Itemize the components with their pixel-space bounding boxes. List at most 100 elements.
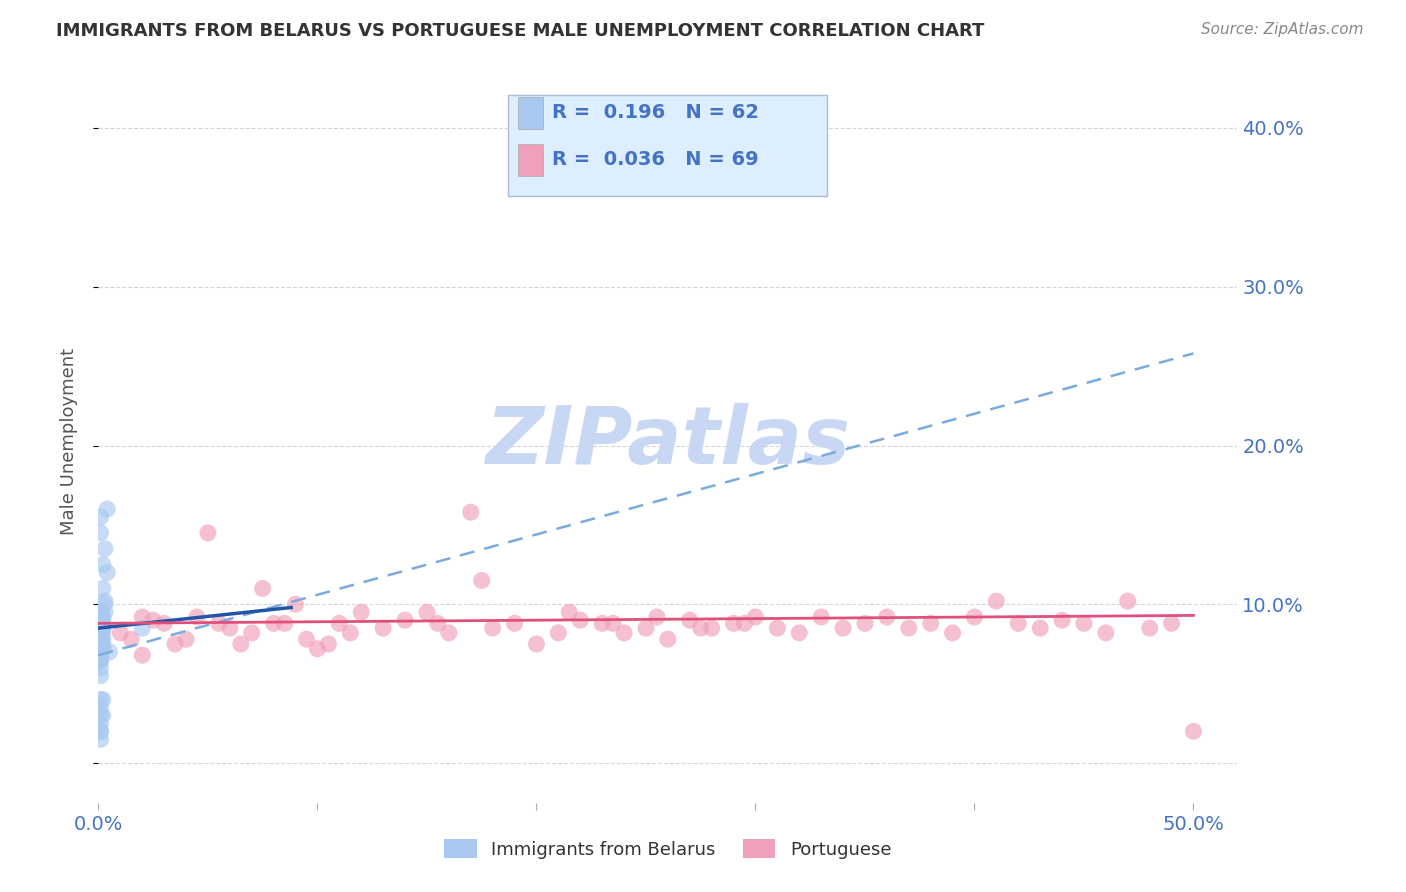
Point bbox=[371, 621, 394, 635]
Point bbox=[90, 626, 112, 640]
Point bbox=[1095, 626, 1118, 640]
Point bbox=[284, 597, 307, 611]
Point bbox=[90, 724, 112, 739]
Point bbox=[273, 616, 295, 631]
Point bbox=[569, 613, 592, 627]
Point bbox=[186, 610, 208, 624]
Point bbox=[98, 645, 121, 659]
Point bbox=[90, 613, 112, 627]
Point bbox=[90, 645, 112, 659]
Text: ZIPatlas: ZIPatlas bbox=[485, 402, 851, 481]
Point bbox=[90, 605, 112, 619]
Point bbox=[1073, 616, 1095, 631]
Text: R =  0.036   N = 69: R = 0.036 N = 69 bbox=[551, 150, 758, 169]
Point bbox=[197, 525, 219, 540]
Point bbox=[90, 653, 112, 667]
Point bbox=[679, 613, 702, 627]
Point bbox=[1029, 621, 1052, 635]
Point bbox=[110, 626, 132, 640]
Point bbox=[90, 629, 112, 643]
Point bbox=[1007, 616, 1029, 631]
Point bbox=[131, 648, 153, 662]
Point bbox=[91, 621, 114, 635]
Point bbox=[1160, 616, 1182, 631]
Point bbox=[229, 637, 252, 651]
Point bbox=[328, 616, 350, 631]
Point bbox=[90, 510, 112, 524]
Point bbox=[350, 605, 373, 619]
Point bbox=[94, 605, 117, 619]
Point bbox=[810, 610, 832, 624]
Point bbox=[90, 732, 112, 747]
Point bbox=[426, 616, 449, 631]
Bar bbox=[517, 96, 543, 129]
Point bbox=[547, 626, 569, 640]
Point bbox=[90, 632, 112, 647]
Point bbox=[526, 637, 548, 651]
Point bbox=[90, 641, 112, 656]
Point bbox=[96, 502, 118, 516]
Point bbox=[766, 621, 789, 635]
Point bbox=[174, 632, 197, 647]
Point bbox=[90, 637, 112, 651]
Point bbox=[94, 597, 117, 611]
FancyBboxPatch shape bbox=[509, 95, 827, 196]
Point bbox=[91, 582, 114, 596]
Point bbox=[1139, 621, 1161, 635]
Point bbox=[263, 616, 285, 631]
Point bbox=[91, 632, 114, 647]
Point bbox=[90, 716, 112, 731]
Point bbox=[613, 626, 636, 640]
Point bbox=[90, 648, 112, 662]
Point bbox=[90, 653, 112, 667]
Point bbox=[90, 621, 112, 635]
Point bbox=[942, 626, 965, 640]
Point bbox=[90, 632, 112, 647]
Text: IMMIGRANTS FROM BELARUS VS PORTUGUESE MALE UNEMPLOYMENT CORRELATION CHART: IMMIGRANTS FROM BELARUS VS PORTUGUESE MA… bbox=[56, 22, 984, 40]
Point bbox=[91, 637, 114, 651]
Y-axis label: Male Unemployment: Male Unemployment bbox=[59, 348, 77, 535]
Point bbox=[91, 613, 114, 627]
Point bbox=[394, 613, 416, 627]
Point bbox=[503, 616, 526, 631]
Point bbox=[90, 632, 112, 647]
Point bbox=[131, 610, 153, 624]
Point bbox=[153, 616, 176, 631]
Point bbox=[96, 566, 118, 580]
Point bbox=[460, 505, 482, 519]
Point bbox=[897, 621, 920, 635]
Point bbox=[91, 558, 114, 572]
Point bbox=[90, 661, 112, 675]
Point bbox=[91, 610, 114, 624]
Point bbox=[91, 616, 114, 631]
Point bbox=[131, 621, 153, 635]
Point bbox=[339, 626, 361, 640]
Point bbox=[90, 724, 112, 739]
Point bbox=[240, 626, 263, 640]
Point bbox=[91, 692, 114, 706]
Point bbox=[318, 637, 340, 651]
Point bbox=[90, 653, 112, 667]
Point bbox=[218, 621, 240, 635]
Point bbox=[91, 616, 114, 631]
Point bbox=[252, 582, 274, 596]
Point bbox=[986, 594, 1008, 608]
Point bbox=[471, 574, 494, 588]
Point bbox=[90, 626, 112, 640]
Point bbox=[437, 626, 460, 640]
Point bbox=[1116, 594, 1139, 608]
Point bbox=[90, 616, 112, 631]
Point bbox=[876, 610, 898, 624]
Point bbox=[689, 621, 711, 635]
Point bbox=[853, 616, 876, 631]
Legend: Immigrants from Belarus, Portuguese: Immigrants from Belarus, Portuguese bbox=[437, 832, 898, 866]
Point bbox=[723, 616, 745, 631]
Point bbox=[91, 641, 114, 656]
Point bbox=[91, 641, 114, 656]
Point bbox=[416, 605, 439, 619]
Point bbox=[90, 632, 112, 647]
Point bbox=[963, 610, 986, 624]
Point bbox=[120, 632, 142, 647]
Point bbox=[602, 616, 624, 631]
Point bbox=[90, 621, 112, 635]
